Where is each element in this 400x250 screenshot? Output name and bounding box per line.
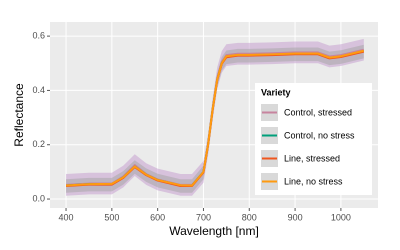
y-tick-label: 0.6 xyxy=(32,30,45,40)
legend-label: Control, stressed xyxy=(284,107,352,117)
series-line xyxy=(65,49,365,187)
x-tick-label: 800 xyxy=(242,212,257,222)
x-tick-label: 400 xyxy=(59,212,74,222)
legend-label: Line, no stress xyxy=(284,176,343,186)
legend-label: Control, no stress xyxy=(284,130,355,140)
legend-title: Variety xyxy=(261,87,291,97)
legend-label: Line, stressed xyxy=(284,153,340,163)
x-tick-label: 700 xyxy=(196,212,211,222)
ribbon xyxy=(66,44,364,193)
x-axis-title: Wavelength [nm] xyxy=(169,224,259,238)
x-tick-label: 900 xyxy=(288,212,303,222)
y-tick-label: 0.2 xyxy=(32,139,45,149)
x-tick-label: 1000 xyxy=(331,212,351,222)
x-tick-label: 600 xyxy=(150,212,165,222)
y-axis-title: Reflectance xyxy=(12,83,26,147)
x-tick-label: 500 xyxy=(104,212,119,222)
y-tick-label: 0.0 xyxy=(32,193,45,203)
y-tick-label: 0.4 xyxy=(32,85,45,95)
